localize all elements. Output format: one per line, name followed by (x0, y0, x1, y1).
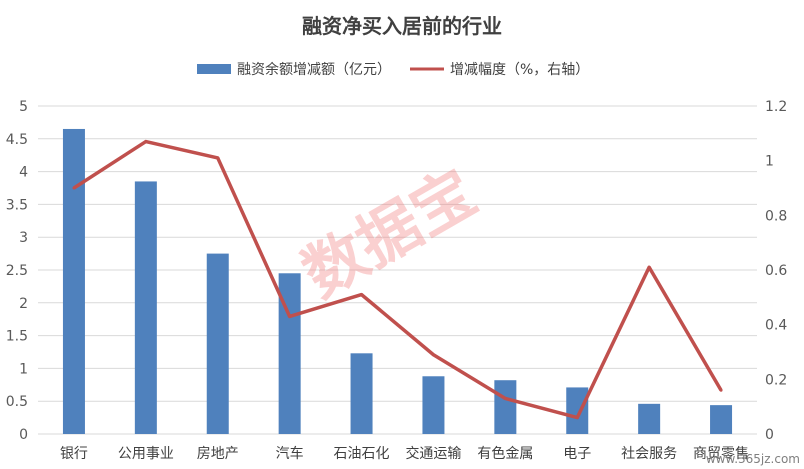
line-point (575, 416, 579, 420)
line-point (431, 353, 435, 357)
y-axis-left: 0 0.5 1 1.5 2 2.5 3 3.5 4 4.5 5 (6, 99, 28, 443)
line-series (72, 139, 723, 420)
y-right-tick-label: 0.4 (765, 318, 787, 334)
x-category-label: 有色金属 (477, 445, 533, 462)
chart-title: 融资净买入居前的行业 (302, 14, 502, 38)
legend-line-label: 增减幅度（%，右轴） (450, 62, 589, 78)
y-left-tick-label: 4 (19, 165, 28, 181)
legend: 融资余额增减额（亿元） 增减幅度（%，右轴） (197, 61, 589, 78)
site-mark: www.365jz.com (706, 452, 800, 466)
y-left-tick-label: 4.5 (6, 132, 28, 148)
line-point (216, 156, 220, 160)
line-point (360, 293, 364, 297)
line-point (288, 314, 292, 318)
legend-bar-swatch (197, 64, 231, 74)
y-right-tick-label: 0 (765, 427, 774, 443)
bar (206, 253, 229, 434)
bar (422, 376, 445, 434)
y-left-tick-label: 0 (19, 427, 28, 443)
bar (638, 403, 661, 434)
x-axis-categories: 银行 公用事业 房地产 汽车 石油石化 交通运输 有色金属 电子 社会服务 商贸零售 (60, 445, 749, 462)
y-left-tick-label: 1.5 (6, 329, 28, 345)
bar (566, 387, 589, 434)
y-right-tick-label: 0.6 (765, 263, 787, 279)
x-category-label: 汽车 (276, 445, 304, 462)
watermark: 数据宝 (290, 155, 488, 311)
y-left-tick-label: 0.5 (6, 394, 28, 410)
line-point (647, 265, 651, 269)
line-path (73, 139, 723, 420)
x-category-label: 交通运输 (405, 445, 461, 462)
x-category-label: 石油石化 (334, 446, 390, 462)
line-point (719, 388, 723, 392)
y-left-tick-label: 2 (19, 296, 28, 312)
y-right-tick-label: 1 (765, 154, 774, 170)
y-left-tick-label: 3 (19, 230, 28, 246)
y-left-tick-label: 3.5 (6, 197, 28, 213)
bar (62, 128, 85, 434)
line-point (144, 140, 148, 144)
y-right-tick-label: 1.2 (765, 99, 787, 115)
y-left-tick-label: 2.5 (6, 263, 28, 279)
x-category-label: 公用事业 (118, 446, 174, 462)
y-left-tick-label: 1 (19, 361, 28, 377)
bar (710, 405, 733, 434)
line-point (72, 186, 76, 190)
gridlines (38, 105, 757, 435)
x-category-label: 电子 (563, 446, 591, 462)
line-point (503, 396, 507, 400)
y-axis-right: 0 0.2 0.4 0.6 0.8 1 1.2 (765, 99, 787, 443)
bar (494, 380, 517, 434)
bar-series (62, 128, 733, 434)
x-category-label: 房地产 (197, 446, 239, 462)
y-right-tick-label: 0.8 (765, 208, 787, 224)
bar (350, 353, 373, 434)
x-category-label: 银行 (60, 446, 88, 462)
x-category-label: 商贸零售 (693, 446, 749, 462)
legend-bar-label: 融资余额增减额（亿元） (237, 61, 391, 78)
bar (134, 181, 157, 434)
x-category-label: 社会服务 (621, 446, 677, 462)
y-right-tick-label: 0.2 (765, 372, 787, 388)
y-left-tick-label: 5 (19, 99, 28, 115)
